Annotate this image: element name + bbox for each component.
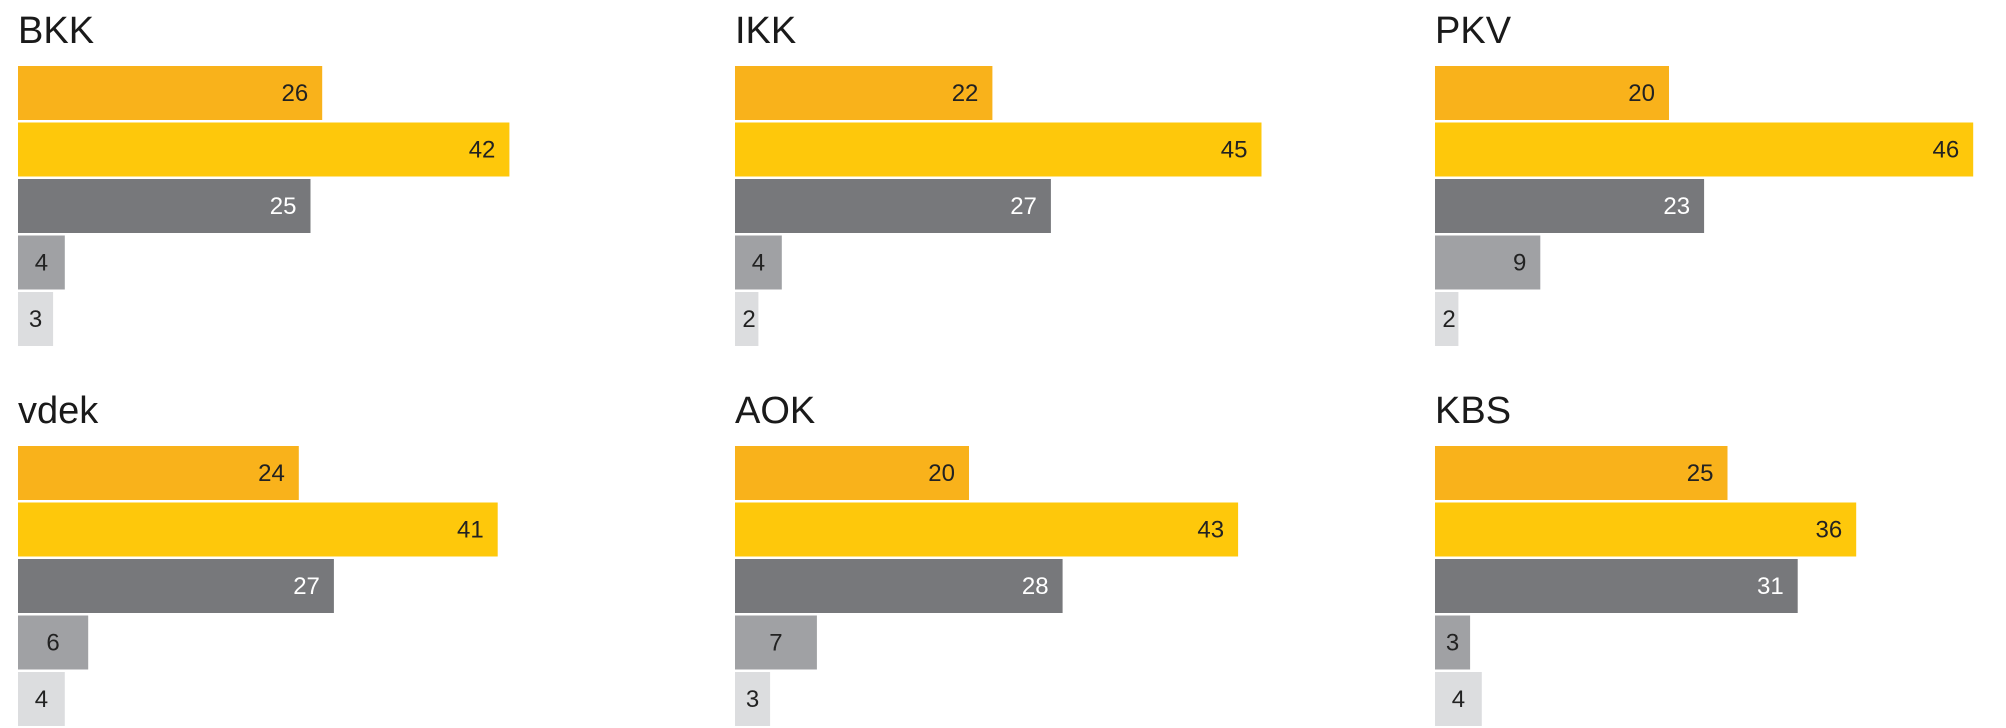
chart-title: PKV xyxy=(1435,10,1512,52)
bar-5 xyxy=(735,292,759,346)
bar-1 xyxy=(18,446,299,500)
chart-panel-bkk: BKK 26 42 25 4 3 xyxy=(18,8,658,348)
chart-panel-kbs: KBS 25 36 31 3 4 xyxy=(1435,388,2006,728)
data-label: 41 xyxy=(457,517,484,544)
bar-3 xyxy=(1435,179,1705,233)
bar-5 xyxy=(18,292,54,346)
data-label: 36 xyxy=(1815,517,1842,544)
bar-chart: 24 41 27 6 4 xyxy=(18,446,498,726)
chart-panel-aok: AOK 20 43 28 7 3 xyxy=(735,388,1375,728)
data-label: 43 xyxy=(1197,517,1224,544)
bar-chart: 22 45 27 4 2 xyxy=(735,66,1262,346)
data-label: 46 xyxy=(1932,137,1959,164)
bar-4 xyxy=(18,235,65,290)
bar-chart: 20 46 23 9 2 xyxy=(1435,66,1974,346)
bar-chart: 26 42 25 4 3 xyxy=(18,66,510,346)
data-label: 27 xyxy=(1010,193,1037,220)
data-label: 4 xyxy=(1452,686,1465,713)
bar-1 xyxy=(735,66,993,120)
bar-4 xyxy=(18,615,89,670)
bar-4 xyxy=(1435,235,1541,290)
data-label: 4 xyxy=(35,686,48,713)
bar-3 xyxy=(735,179,1051,233)
chart-panel-pkv: PKV 20 46 23 9 2 xyxy=(1435,8,2006,348)
data-label: 28 xyxy=(1022,573,1049,600)
bar-2 xyxy=(1435,502,1857,557)
data-label: 42 xyxy=(469,137,496,164)
data-label: 6 xyxy=(46,630,59,657)
data-label: 25 xyxy=(270,193,297,220)
chart-title: IKK xyxy=(735,10,797,52)
bar-1 xyxy=(1435,446,1728,500)
chart-title: BKK xyxy=(18,10,95,52)
data-label: 7 xyxy=(769,630,782,657)
bar-4 xyxy=(735,615,817,670)
bar-3 xyxy=(18,179,311,233)
chart-panel-vdek: vdek 24 41 27 6 4 xyxy=(18,388,658,728)
bar-3 xyxy=(1435,559,1798,613)
chart-title: AOK xyxy=(735,390,816,432)
bar-5 xyxy=(735,672,771,726)
bar-2 xyxy=(18,502,498,557)
bar-5 xyxy=(1435,292,1459,346)
data-label: 31 xyxy=(1757,573,1784,600)
data-label: 3 xyxy=(29,306,42,333)
bar-chart: 20 43 28 7 3 xyxy=(735,446,1239,726)
bar-4 xyxy=(1435,615,1471,670)
data-label: 2 xyxy=(1442,306,1455,333)
bar-5 xyxy=(1435,672,1482,726)
chart-panel-ikk: IKK 22 45 27 4 2 xyxy=(735,8,1375,348)
data-label: 4 xyxy=(35,250,48,277)
bar-2 xyxy=(735,502,1239,557)
data-label: 3 xyxy=(746,686,759,713)
bar-3 xyxy=(18,559,334,613)
chart-title: vdek xyxy=(18,390,99,432)
data-label: 45 xyxy=(1221,137,1248,164)
bar-2 xyxy=(18,122,510,177)
bar-4 xyxy=(735,235,782,290)
bar-2 xyxy=(1435,122,1974,177)
bar-1 xyxy=(1435,66,1669,120)
bar-chart: 25 36 31 3 4 xyxy=(1435,446,1857,726)
chart-title: KBS xyxy=(1435,390,1512,432)
data-label: 23 xyxy=(1663,193,1690,220)
bar-2 xyxy=(735,122,1262,177)
data-label: 4 xyxy=(752,250,765,277)
data-label: 22 xyxy=(952,80,979,107)
bar-5 xyxy=(18,672,65,726)
data-label: 25 xyxy=(1687,460,1714,487)
data-label: 26 xyxy=(281,80,308,107)
data-label: 20 xyxy=(928,460,955,487)
data-label: 24 xyxy=(258,460,285,487)
bar-1 xyxy=(735,446,969,500)
data-label: 2 xyxy=(742,306,755,333)
bar-3 xyxy=(735,559,1063,613)
data-label: 9 xyxy=(1513,250,1526,277)
bar-1 xyxy=(18,66,323,120)
data-label: 3 xyxy=(1446,630,1459,657)
data-label: 27 xyxy=(293,573,320,600)
data-label: 20 xyxy=(1628,80,1655,107)
